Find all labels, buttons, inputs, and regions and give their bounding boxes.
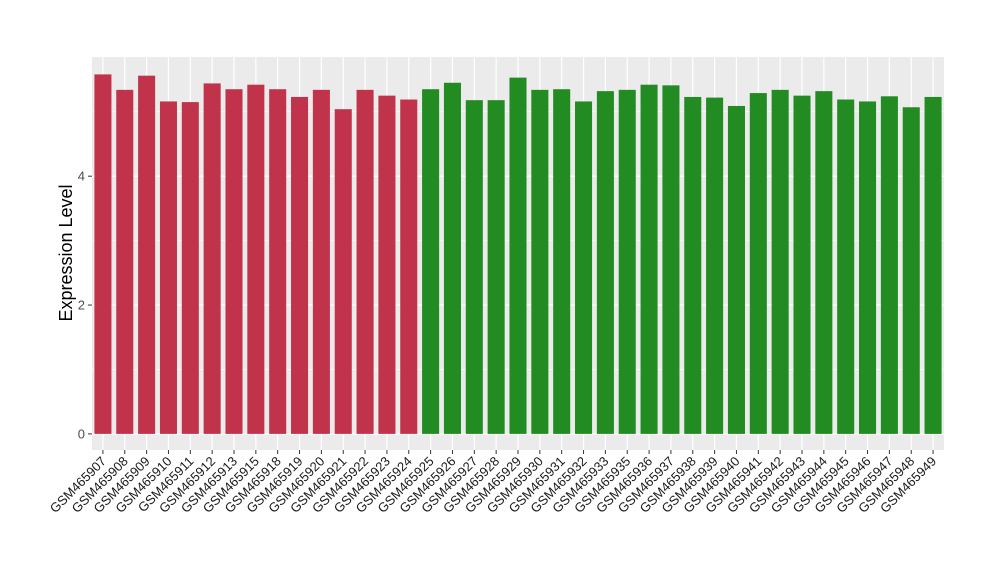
bar <box>706 97 724 434</box>
bar <box>487 100 505 434</box>
y-tick-label: 0 <box>78 426 85 441</box>
y-axis-title: Expression Level <box>56 184 76 321</box>
bar <box>312 89 330 434</box>
bar <box>553 89 571 434</box>
bar <box>640 84 658 434</box>
bar <box>378 95 396 434</box>
bar <box>269 89 287 434</box>
bar <box>815 91 833 434</box>
bar <box>662 85 680 434</box>
bar <box>443 82 461 434</box>
bar <box>684 96 702 434</box>
bar <box>924 96 942 434</box>
bar <box>116 89 134 434</box>
bar <box>880 96 898 434</box>
bar <box>902 107 920 434</box>
bar <box>618 89 636 434</box>
bar <box>596 91 614 434</box>
bar <box>859 101 877 434</box>
bar <box>356 89 374 434</box>
bar <box>509 77 527 434</box>
y-tick-label: 4 <box>78 169 85 184</box>
bar <box>247 84 265 434</box>
bar <box>749 93 767 434</box>
bar <box>334 109 352 434</box>
bar <box>771 89 789 434</box>
bar <box>181 102 199 434</box>
bar <box>837 99 855 434</box>
x-axis: GSM465907GSM465908GSM465909GSM465910GSM4… <box>47 450 939 516</box>
bar <box>465 100 483 434</box>
bar <box>225 89 243 434</box>
bar <box>159 101 177 434</box>
bar <box>400 99 418 434</box>
bar <box>138 75 156 434</box>
bar <box>94 74 112 434</box>
bar <box>727 105 745 434</box>
bar <box>422 89 440 434</box>
y-tick-label: 2 <box>78 298 85 313</box>
bar <box>531 89 549 434</box>
bars <box>94 74 942 434</box>
bar <box>793 95 811 434</box>
bar <box>291 96 309 434</box>
y-axis: 0 2 4 <box>78 169 92 441</box>
bar <box>203 83 221 434</box>
bar <box>575 101 593 434</box>
